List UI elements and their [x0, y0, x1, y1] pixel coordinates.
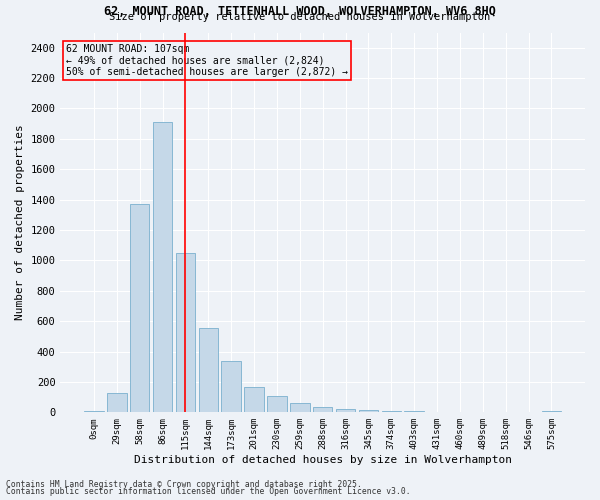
Bar	[313, 407, 332, 412]
Bar	[199, 328, 218, 412]
Bar	[336, 408, 355, 412]
Text: Size of property relative to detached houses in Wolverhampton: Size of property relative to detached ho…	[109, 12, 491, 22]
X-axis label: Distribution of detached houses by size in Wolverhampton: Distribution of detached houses by size …	[134, 455, 512, 465]
Bar	[244, 386, 264, 412]
Text: Contains HM Land Registry data © Crown copyright and database right 2025.: Contains HM Land Registry data © Crown c…	[6, 480, 362, 489]
Y-axis label: Number of detached properties: Number of detached properties	[15, 124, 25, 320]
Bar	[221, 360, 241, 412]
Text: Contains public sector information licensed under the Open Government Licence v3: Contains public sector information licen…	[6, 487, 410, 496]
Bar	[290, 403, 310, 412]
Text: 62, MOUNT ROAD, TETTENHALL WOOD, WOLVERHAMPTON, WV6 8HQ: 62, MOUNT ROAD, TETTENHALL WOOD, WOLVERH…	[104, 5, 496, 18]
Bar	[382, 410, 401, 412]
Bar	[404, 411, 424, 412]
Bar	[107, 392, 127, 412]
Bar	[542, 411, 561, 412]
Bar	[267, 396, 287, 412]
Bar	[84, 411, 104, 412]
Bar	[153, 122, 172, 412]
Bar	[176, 253, 195, 412]
Text: 62 MOUNT ROAD: 107sqm
← 49% of detached houses are smaller (2,824)
50% of semi-d: 62 MOUNT ROAD: 107sqm ← 49% of detached …	[65, 44, 347, 77]
Bar	[359, 410, 378, 412]
Bar	[130, 204, 149, 412]
